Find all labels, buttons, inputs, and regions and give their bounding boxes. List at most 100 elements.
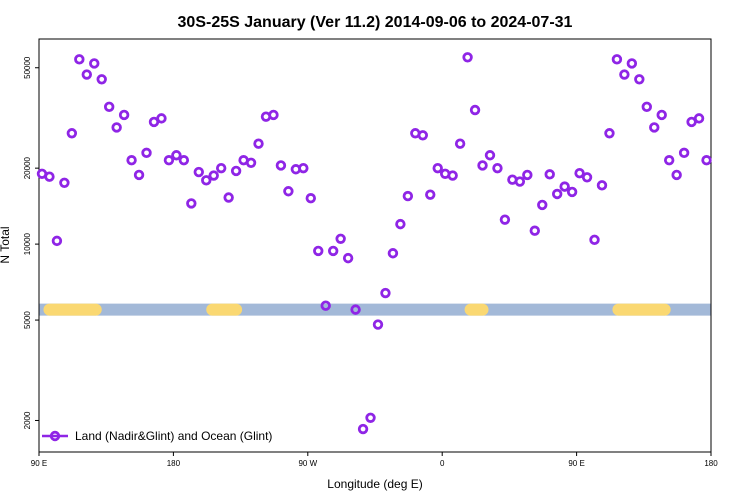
data-point: [499, 214, 511, 225]
data-point: [559, 181, 570, 192]
land-band: [43, 303, 102, 316]
data-point: [320, 300, 331, 311]
data-point: [634, 74, 645, 85]
data-point: [693, 113, 705, 124]
data-point: [74, 54, 85, 65]
data-point: [514, 176, 526, 187]
data-point: [223, 192, 234, 203]
x-tick-label: 90 E: [31, 459, 47, 468]
data-point: [126, 155, 137, 166]
data-point: [171, 150, 182, 161]
data-point: [118, 109, 130, 121]
data-point: [245, 157, 257, 169]
data-point: [103, 101, 115, 113]
y-tick-label: 2000: [23, 411, 32, 429]
land-band: [206, 303, 243, 316]
y-axis-label: N Total: [0, 226, 12, 263]
data-point: [350, 304, 361, 315]
data-point: [477, 160, 488, 171]
data-point: [111, 122, 122, 133]
data-point: [425, 189, 436, 200]
data-point: [417, 130, 428, 141]
data-point: [268, 109, 279, 121]
data-point: [522, 169, 533, 181]
land-band: [464, 303, 489, 316]
data-point: [462, 52, 473, 63]
data-point: [66, 128, 78, 139]
x-tick-label: 0: [440, 459, 445, 468]
data-point: [230, 165, 242, 177]
plot-frame: [38, 38, 712, 453]
data-point: [395, 218, 406, 230]
data-point: [454, 138, 466, 149]
data-point: [81, 69, 92, 80]
data-point: [342, 252, 354, 264]
data-point: [313, 245, 324, 257]
legend-entry-text: Land (Nadir&Glint) and Ocean (Glint): [75, 429, 272, 443]
data-point: [365, 412, 376, 423]
data-point: [402, 190, 414, 202]
data-point: [215, 162, 227, 174]
data-point: [566, 186, 578, 198]
data-point: [186, 198, 197, 209]
data-point: [178, 155, 190, 166]
data-point: [380, 287, 391, 299]
data-point: [447, 170, 458, 181]
data-point: [305, 193, 316, 204]
y-axis: 2000 5000 10000 20000 50000: [23, 56, 39, 429]
ocean-band: [39, 303, 711, 316]
data-point: [59, 177, 70, 188]
data-point: [432, 162, 443, 174]
x-tick-label: 180: [704, 459, 718, 468]
data-point: [141, 147, 152, 159]
data-point: [163, 155, 175, 166]
data-point: [619, 69, 630, 80]
data-point: [275, 160, 287, 171]
data-point: [604, 128, 615, 139]
y-tick-label: 20000: [23, 156, 32, 179]
legend-marker: [49, 430, 61, 442]
x-axis-label: Longitude (deg E): [327, 477, 422, 491]
data-point: [298, 162, 309, 174]
y-tick-label: 50000: [23, 56, 32, 79]
data-point: [283, 186, 294, 197]
land-band: [612, 303, 671, 316]
data-point: [133, 169, 145, 181]
data-point: [701, 155, 712, 166]
data-point: [529, 225, 540, 236]
data-point: [201, 175, 212, 186]
data-points: [36, 52, 712, 435]
x-tick-label: 90 W: [298, 459, 317, 468]
x-axis: 90 E 180 90 W 0 90 E 180: [31, 452, 718, 468]
data-point: [641, 101, 652, 113]
x-tick-label: 180: [167, 459, 181, 468]
data-point: [611, 54, 623, 65]
data-point: [44, 171, 55, 182]
x-tick-label: 90 E: [568, 459, 584, 468]
data-point: [626, 58, 638, 69]
chart-title: 30S-25S January (Ver 11.2) 2014-09-06 to…: [178, 14, 573, 31]
data-point: [89, 58, 100, 69]
y-tick-label: 5000: [23, 311, 32, 329]
data-point: [357, 423, 369, 435]
data-point: [51, 235, 63, 247]
data-point: [678, 147, 690, 159]
data-point: [484, 150, 496, 161]
data-point: [96, 74, 107, 85]
data-point: [656, 109, 667, 121]
data-point: [208, 170, 219, 181]
data-point: [193, 166, 204, 178]
data-point: [581, 172, 593, 183]
data-point: [574, 168, 585, 179]
data-point: [327, 245, 339, 257]
legend: Land (Nadir&Glint) and Ocean (Glint): [42, 429, 272, 443]
land-ocean-mask: [39, 303, 711, 316]
data-point: [253, 138, 264, 149]
data-point: [387, 248, 399, 259]
data-point: [649, 122, 660, 133]
data-point: [469, 104, 481, 116]
data-point: [551, 188, 563, 200]
data-point: [671, 169, 682, 181]
data-point: [537, 199, 548, 211]
data-point: [335, 233, 346, 244]
